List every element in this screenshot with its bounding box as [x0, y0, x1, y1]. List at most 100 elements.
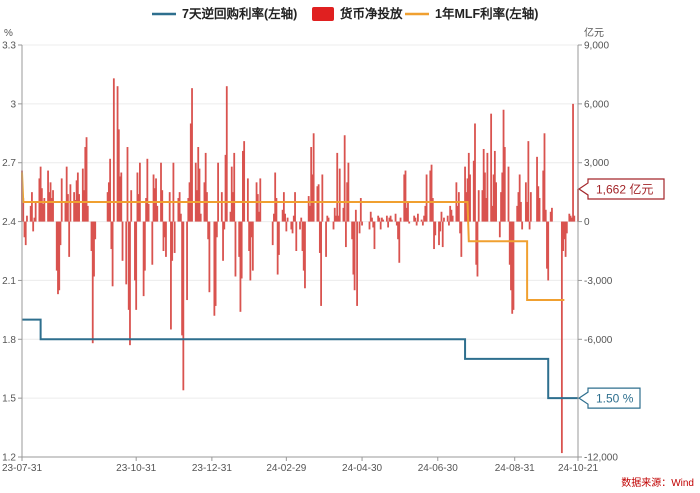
bar-84: [173, 221, 176, 253]
bar-213: [415, 221, 418, 226]
bar-200: [390, 219, 393, 222]
bar-195: [382, 219, 385, 222]
bar-66: [143, 221, 146, 271]
bar-39: [86, 205, 89, 222]
bar-20: [55, 221, 58, 271]
bar-155: [309, 205, 311, 222]
bar-220: [429, 170, 432, 222]
bar-131: [258, 211, 260, 222]
bar-240: [464, 166, 466, 222]
bar-165: [326, 215, 329, 222]
bar-127: [250, 221, 253, 238]
bar-180: [353, 221, 356, 291]
bar-234: [451, 215, 454, 222]
bar-296: [569, 215, 572, 222]
bar-188: [371, 217, 373, 222]
bar-111: [223, 221, 226, 230]
axes: [21, 45, 579, 458]
bar-233: [450, 209, 453, 222]
left-tick-label-6: 3: [10, 99, 16, 110]
left-tick-label-5: 2.7: [2, 158, 16, 169]
bar-210: [408, 221, 411, 224]
bar-5: [29, 205, 32, 222]
x-axis-ticks: 23-07-31 23-10-31 23-12-31 24-02-29 24-04-30…: [2, 457, 598, 474]
bar-152: [302, 221, 305, 271]
bar-141: [284, 213, 287, 222]
bar-198: [388, 217, 391, 222]
bar-260: [498, 221, 501, 238]
bar-15: [47, 170, 49, 222]
bar-101: [204, 152, 207, 222]
bar-89: [182, 221, 185, 391]
bar-48: [111, 221, 114, 287]
bar-268: [511, 221, 514, 314]
bar-139: [281, 209, 284, 222]
bar-159: [316, 186, 319, 222]
bar-1: [22, 198, 25, 222]
bar-54: [121, 221, 124, 261]
bar-254: [486, 152, 489, 222]
bar-283: [542, 170, 545, 222]
bar-108: [217, 162, 219, 222]
bar-34: [78, 194, 80, 222]
callouts: 1,662 亿元 1.50 %: [577, 178, 665, 409]
bar-146: [292, 215, 295, 222]
bar-272: [518, 174, 521, 222]
bar-114: [229, 211, 232, 222]
bar-103: [207, 221, 210, 240]
legend: 7天逆回购利率(左轴) 货币净投放 1年MLF利率(左轴): [152, 6, 538, 21]
bar-163: [321, 174, 324, 222]
bar-119: [238, 221, 241, 257]
bar-51: [117, 129, 120, 222]
bar-40: [90, 221, 93, 251]
bar-178: [351, 221, 354, 240]
bar-134: [273, 213, 275, 222]
bar-62: [136, 172, 139, 222]
bar-197: [387, 221, 390, 228]
bar-19: [52, 190, 54, 222]
bar-144: [290, 221, 293, 230]
callout-label-1: 1.50 %: [596, 392, 634, 406]
bar-247: [475, 221, 478, 265]
grid: [22, 44, 578, 458]
bar-145: [291, 221, 294, 234]
bar-221: [430, 164, 433, 222]
bar-140: [282, 192, 285, 222]
bar-286: [546, 221, 548, 269]
bar-23: [59, 221, 62, 246]
bar-201: [394, 213, 397, 222]
mlf-1y-line: [21, 172, 565, 302]
bar-67: [145, 198, 148, 222]
bar-181: [354, 209, 357, 222]
bar-117: [233, 152, 236, 222]
bar-18: [50, 198, 53, 222]
x-tick-label-2: 23-12-31: [192, 463, 232, 474]
bar-187: [369, 211, 372, 222]
bar-293: [564, 221, 567, 257]
bar-239: [460, 221, 463, 257]
bar-203: [397, 221, 399, 240]
bar-183: [358, 221, 361, 234]
legend-label-0: 7天逆回购利率(左轴): [182, 6, 297, 21]
bar-248: [476, 221, 479, 277]
bar-164: [325, 221, 327, 257]
bar-153: [304, 221, 306, 289]
bar-59: [130, 190, 133, 222]
bar-104: [208, 221, 211, 293]
bar-264: [503, 147, 506, 222]
bar-106: [214, 221, 217, 306]
right-tick-label-7: 9,000: [584, 41, 609, 52]
bar-243: [467, 152, 470, 222]
bar-218: [424, 205, 427, 222]
bar-271: [517, 192, 520, 222]
bar-190: [373, 221, 376, 250]
callout-0: 1,662 亿元: [577, 178, 665, 200]
bar-230: [446, 215, 449, 222]
bar-168: [333, 207, 336, 222]
left-axis-unit: %: [4, 28, 13, 39]
bar-80: [168, 192, 171, 222]
bar-290: [560, 221, 563, 454]
bar-53: [120, 172, 123, 222]
bar-216: [421, 221, 424, 226]
bar-77: [162, 221, 165, 251]
